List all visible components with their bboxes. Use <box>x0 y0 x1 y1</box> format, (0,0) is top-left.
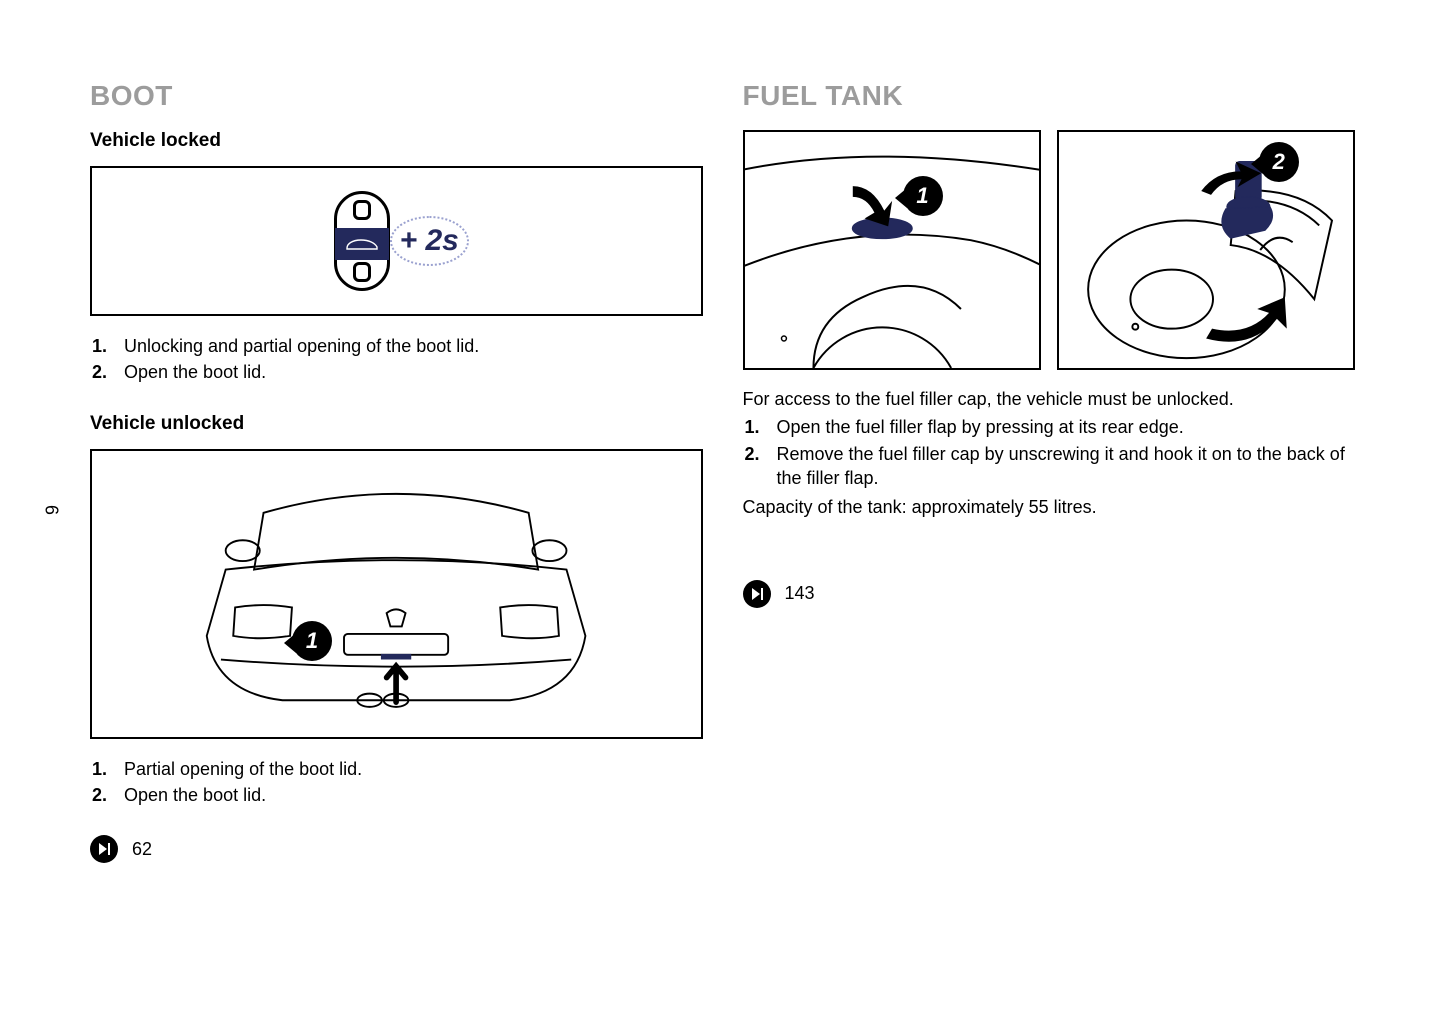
fuel-step-1: Open the fuel filler flap by pressing at… <box>777 415 1356 439</box>
page-number-side: 9 <box>43 504 64 514</box>
boot-title: BOOT <box>90 80 703 112</box>
fuel-tank-title: FUEL TANK <box>743 80 1356 112</box>
car-rear-illustration: 1 <box>90 449 703 739</box>
forward-ref-icon <box>90 835 118 863</box>
boot-page-ref: 62 <box>90 835 703 863</box>
fuel-page-ref: 143 <box>743 580 1356 608</box>
locked-step-1: Unlocking and partial opening of the boo… <box>124 334 703 358</box>
unlocked-step-1: Partial opening of the boot lid. <box>124 757 703 781</box>
fuel-flap-illustration: 1 <box>743 130 1041 370</box>
fuel-ref-number: 143 <box>785 583 815 604</box>
boot-ref-number: 62 <box>132 839 152 860</box>
tank-capacity-text: Capacity of the tank: approximately 55 l… <box>743 496 1356 519</box>
forward-ref-icon <box>743 580 771 608</box>
vehicle-unlocked-subtitle: Vehicle unlocked <box>90 413 703 435</box>
boot-section: BOOT Vehicle locked + 2s <box>90 80 703 863</box>
car-rear-callout: 1 <box>292 621 332 661</box>
fuel-step-2: Remove the fuel filler cap by unscrewing… <box>777 442 1356 491</box>
key-fob-illustration: + 2s <box>90 166 703 316</box>
unlocked-steps-list: Partial opening of the boot lid. Open th… <box>90 757 703 808</box>
fuel-tank-section: FUEL TANK <box>743 80 1356 863</box>
vehicle-locked-subtitle: Vehicle locked <box>90 130 703 152</box>
fuel-intro-text: For access to the fuel filler cap, the v… <box>743 388 1356 411</box>
fuel-callout-2: 2 <box>1259 142 1299 182</box>
fuel-callout-1: 1 <box>903 176 943 216</box>
fuel-cap-illustration: 2 <box>1057 130 1355 370</box>
locked-steps-list: Unlocking and partial opening of the boo… <box>90 334 703 385</box>
car-silhouette-icon <box>345 237 379 251</box>
unlocked-step-2: Open the boot lid. <box>124 783 703 807</box>
key-fob-icon <box>334 191 390 291</box>
fuel-steps-list: Open the fuel filler flap by pressing at… <box>743 415 1356 490</box>
locked-step-2: Open the boot lid. <box>124 360 703 384</box>
